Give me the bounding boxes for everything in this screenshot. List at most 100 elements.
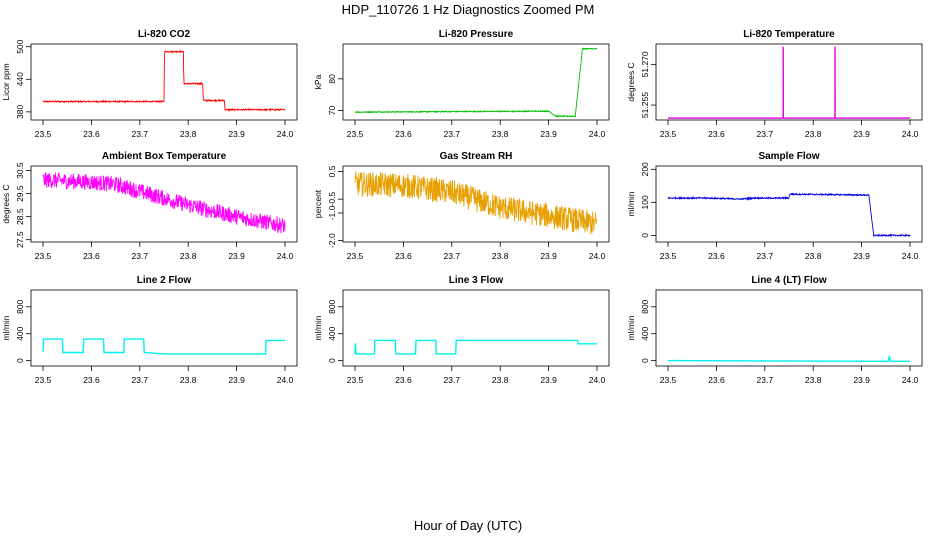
y-tick-label: 200 <box>640 162 650 176</box>
x-tick-label: 23.8 <box>180 129 197 139</box>
y-tick-label: 70 <box>327 106 337 116</box>
panel-title: Li-820 CO2 <box>138 29 191 40</box>
x-tick-label: 23.6 <box>395 251 412 261</box>
x-tick-label: 23.8 <box>492 251 509 261</box>
plot-frame <box>342 165 610 243</box>
x-tick-label: 23.9 <box>228 251 245 261</box>
y-tick-label: -1.0 <box>327 205 337 220</box>
series-line <box>668 46 910 119</box>
panel-title: Li-820 Temperature <box>743 29 835 40</box>
x-tick-label: 23.6 <box>83 129 100 139</box>
y-tick-label: 400 <box>640 326 650 340</box>
x-tick-label: 23.9 <box>540 129 557 139</box>
x-tick-label: 24.0 <box>589 251 606 261</box>
x-tick-label: 23.5 <box>35 375 52 385</box>
x-tick-label: 23.8 <box>180 375 197 385</box>
x-tick-label: 23.5 <box>347 375 364 385</box>
y-axis-label: Licor ppm <box>1 63 11 100</box>
y-tick-label: 400 <box>327 326 337 340</box>
y-tick-label: 400 <box>15 326 25 340</box>
panel-title: Ambient Box Temperature <box>102 151 227 162</box>
y-tick-label: 0 <box>327 358 337 363</box>
panel-7: Line 2 Flow 23.5 23.6 23.7 23.8 23.9 24.0 0 400 8… <box>1 275 298 385</box>
x-tick-label: 23.8 <box>180 251 197 261</box>
panel-2: Li-820 Pressure 23.5 23.6 23.7 23.8 23.9 24.0 7… <box>313 29 610 139</box>
x-axis-label: Hour of Day (UTC) <box>413 518 523 533</box>
x-tick-label: 23.9 <box>228 375 245 385</box>
panel-5: Gas Stream RH 23.5 23.6 23.7 23.8 23.9 24.0 -2.… <box>313 151 610 261</box>
series-line <box>42 338 285 355</box>
panel-3: Li-820 Temperature 23.5 23.6 23.7 23.8 23.9 24… <box>626 29 923 139</box>
y-axis-label: kPa <box>313 74 323 89</box>
x-tick-label: 23.8 <box>805 251 822 261</box>
panel-title: Line 3 Flow <box>449 275 504 286</box>
page-title: HDP_110726 1 Hz Diagnostics Zoomed PM <box>341 2 595 17</box>
y-axis-label: ml/min <box>1 315 11 340</box>
series-line <box>354 171 598 235</box>
x-tick-label: 24.0 <box>902 251 919 261</box>
x-tick-label: 23.7 <box>132 129 149 139</box>
x-tick-label: 23.5 <box>660 375 677 385</box>
y-tick-label: 0.5 <box>327 165 337 177</box>
x-tick-label: 23.9 <box>853 375 870 385</box>
y-tick-label: 500 <box>15 39 25 53</box>
x-tick-label: 24.0 <box>277 375 294 385</box>
x-tick-label: 23.9 <box>540 375 557 385</box>
y-tick-label: 0 <box>640 358 650 363</box>
y-tick-label: 800 <box>327 299 337 313</box>
y-tick-label: 0 <box>15 358 25 363</box>
x-tick-label: 23.8 <box>805 375 822 385</box>
x-tick-label: 23.6 <box>708 129 725 139</box>
panel-6: Sample Flow 23.5 23.6 23.7 23.8 23.9 24.0 0 100 2… <box>626 151 923 261</box>
y-tick-label: -2.0 <box>327 233 337 248</box>
x-tick-label: 23.9 <box>228 129 245 139</box>
x-tick-label: 23.7 <box>444 375 461 385</box>
x-tick-label: 23.6 <box>395 129 412 139</box>
x-tick-label: 23.6 <box>83 375 100 385</box>
plot-frame <box>342 43 610 121</box>
y-tick-label: 800 <box>640 299 650 313</box>
x-tick-label: 24.0 <box>277 251 294 261</box>
panel-9: Line 4 (LT) Flow 23.5 23.6 23.7 23.8 23.9 24.0… <box>626 275 923 385</box>
panel-title: Line 4 (LT) Flow <box>751 275 827 286</box>
x-tick-label: 23.5 <box>347 129 364 139</box>
y-tick-label: 80 <box>327 74 337 84</box>
y-axis-label: ml/min <box>626 191 636 216</box>
x-tick-label: 23.7 <box>757 129 774 139</box>
series-line <box>354 339 597 355</box>
y-tick-label: 29.5 <box>15 185 25 202</box>
y-tick-label: 51.270 <box>640 51 650 77</box>
plot-frame <box>30 43 298 121</box>
x-tick-label: 23.8 <box>492 129 509 139</box>
plot-frame <box>655 43 923 121</box>
x-tick-label: 23.7 <box>132 375 149 385</box>
x-tick-label: 23.6 <box>708 375 725 385</box>
panel-title: Sample Flow <box>758 151 819 162</box>
x-tick-label: 23.9 <box>853 251 870 261</box>
x-tick-label: 23.8 <box>492 375 509 385</box>
y-axis-label: ml/min <box>313 315 323 340</box>
x-tick-label: 23.7 <box>444 251 461 261</box>
y-tick-label: 440 <box>15 72 25 86</box>
series-line <box>667 355 910 362</box>
y-axis-label: degrees C <box>626 62 636 101</box>
series-line <box>354 47 598 119</box>
x-tick-label: 23.9 <box>853 129 870 139</box>
x-tick-label: 23.5 <box>347 251 364 261</box>
y-axis-label: ml/min <box>626 315 636 340</box>
y-tick-label: 51.255 <box>640 92 650 118</box>
y-tick-label: 100 <box>640 195 650 209</box>
panel-title: Li-820 Pressure <box>439 29 514 40</box>
x-tick-label: 24.0 <box>277 129 294 139</box>
x-tick-label: 23.5 <box>660 251 677 261</box>
x-tick-label: 24.0 <box>589 129 606 139</box>
x-tick-label: 24.0 <box>589 375 606 385</box>
x-tick-label: 23.6 <box>395 375 412 385</box>
plot-frame <box>30 289 298 367</box>
plot-frame <box>655 165 923 243</box>
x-tick-label: 23.8 <box>805 129 822 139</box>
y-tick-label: 28.5 <box>15 208 25 225</box>
x-tick-label: 24.0 <box>902 129 919 139</box>
series-line <box>667 192 911 238</box>
